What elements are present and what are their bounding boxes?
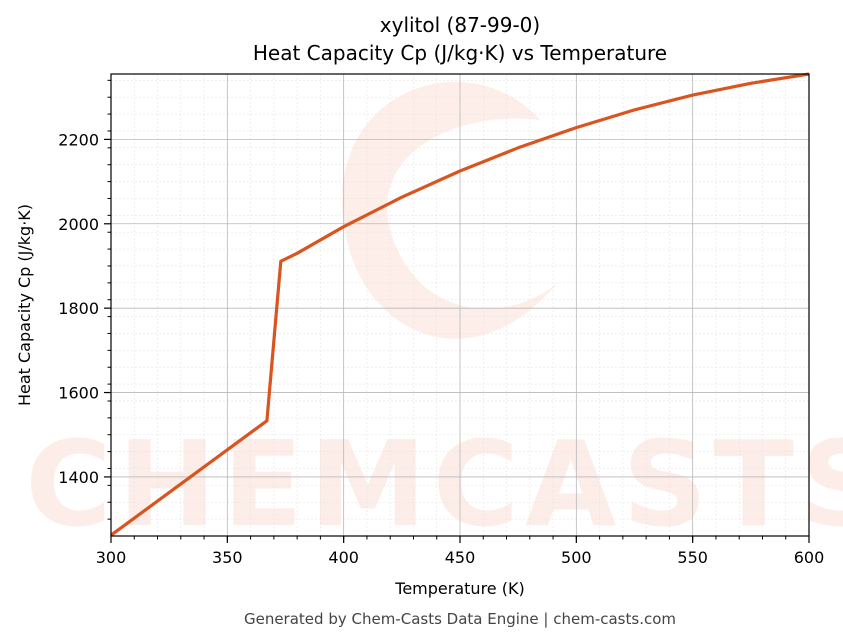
watermark-text: CHEMCASTS — [25, 415, 843, 553]
y-tick-label: 1600 — [58, 384, 99, 403]
x-tick-label: 600 — [794, 548, 825, 567]
x-tick-label: 400 — [328, 548, 359, 567]
major-grid — [110, 74, 810, 536]
chart-title-line2: Heat Capacity Cp (J/kg·K) vs Temperature — [253, 41, 667, 65]
watermark-logo — [342, 81, 560, 339]
axis-ticks: 300 350 400 450 500 550 600 1400 1600 1800 2000 220… — [58, 79, 825, 567]
x-tick-label: 500 — [561, 548, 592, 567]
x-tick-label: 300 — [96, 548, 127, 567]
x-tick-label: 350 — [212, 548, 243, 567]
y-tick-label: 2200 — [58, 130, 99, 149]
y-tick-label: 1400 — [58, 468, 99, 487]
x-tick-label: 450 — [445, 548, 476, 567]
series-line-0 — [110, 72, 810, 537]
y-tick-label: 1800 — [58, 299, 99, 318]
plot-series — [110, 72, 810, 537]
chart-title-line1: xylitol (87-99-0) — [380, 13, 540, 37]
y-tick-label: 2000 — [58, 215, 99, 234]
y-axis-label: Heat Capacity Cp (J/kg·K) — [15, 204, 34, 406]
x-tick-label: 550 — [677, 548, 708, 567]
x-axis-label: Temperature (K) — [394, 579, 524, 598]
watermark: CHEMCASTS — [25, 81, 843, 553]
footer-credit: Generated by Chem-Casts Data Engine | ch… — [244, 610, 676, 628]
